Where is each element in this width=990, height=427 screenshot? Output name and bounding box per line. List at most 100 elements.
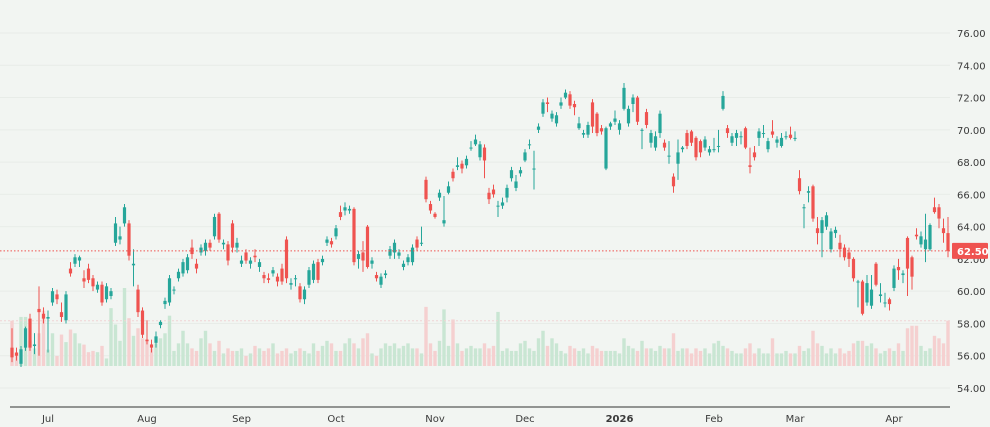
- candle-body: [577, 123, 581, 129]
- volume-bar: [59, 334, 64, 366]
- candle: [158, 320, 163, 329]
- time-axis[interactable]: Jul Aug Sep Oct Nov Dec 2026 Feb Mar Apr: [41, 414, 904, 425]
- candle-body: [797, 178, 802, 192]
- volume-bar: [500, 350, 505, 366]
- candle-body: [455, 165, 460, 167]
- candles: [10, 83, 950, 368]
- candle: [788, 126, 793, 140]
- volume-bar: [352, 343, 356, 366]
- candle: [473, 134, 478, 146]
- candle-body: [73, 257, 77, 264]
- volume-bar: [406, 343, 410, 366]
- price-axis[interactable]: 54.00 56.00 58.00 60.00 62.00 64.00 66.00 68.00…: [957, 29, 986, 395]
- y-tick-label: 62.00: [957, 255, 986, 266]
- candle-body: [253, 255, 257, 258]
- candle-body: [433, 213, 437, 217]
- candle-body: [217, 213, 221, 240]
- candle-body: [766, 141, 770, 150]
- volume-bar: [671, 333, 676, 366]
- volume-bar: [721, 345, 725, 366]
- candle: [491, 184, 496, 198]
- candle-body: [532, 168, 536, 170]
- volume-bar: [302, 350, 307, 366]
- candle: [685, 129, 689, 150]
- candle-body: [185, 257, 190, 271]
- candle: [896, 258, 901, 280]
- volume-bar: [667, 348, 671, 366]
- volume-bar: [811, 330, 815, 366]
- candle-body: [698, 141, 703, 153]
- candle: [509, 166, 514, 182]
- volume-bar: [604, 350, 608, 366]
- candle-body: [865, 283, 869, 303]
- volume-bar: [91, 350, 95, 366]
- candle: [347, 205, 352, 214]
- candle-body: [104, 286, 109, 300]
- candle-body: [401, 263, 406, 267]
- volume-bar: [865, 345, 869, 366]
- candle-body: [820, 220, 824, 234]
- candle-body: [685, 133, 689, 146]
- candle-body: [235, 242, 239, 248]
- candle: [199, 244, 203, 256]
- candle-body: [626, 108, 631, 124]
- volume-bar: [145, 340, 149, 366]
- volume-bar: [932, 335, 937, 366]
- volume-bar: [154, 343, 158, 366]
- candle-body: [77, 257, 82, 261]
- volume-bar: [217, 340, 221, 366]
- volume-bar: [617, 353, 622, 366]
- candle: [793, 131, 797, 142]
- candle: [167, 275, 172, 306]
- volume-bar: [298, 348, 302, 366]
- candle: [626, 105, 631, 127]
- volume-bar: [446, 345, 451, 366]
- candle: [221, 239, 226, 250]
- volume-bar: [194, 350, 199, 366]
- candle-body: [734, 133, 739, 138]
- candle-body: [68, 268, 73, 274]
- x-tick-label: Jul: [41, 414, 54, 425]
- candle-body: [37, 308, 41, 313]
- volume-bar: [253, 345, 257, 366]
- candle: [23, 326, 28, 351]
- candle: [905, 236, 910, 297]
- candle: [671, 173, 676, 193]
- candle: [532, 150, 536, 190]
- candle-body: [244, 252, 248, 261]
- volume-bar: [262, 350, 266, 366]
- candle-body: [802, 207, 806, 209]
- volume-bar: [158, 338, 163, 366]
- candle-body: [311, 263, 316, 280]
- volume-bar: [487, 348, 491, 366]
- volume-bar: [779, 353, 784, 366]
- volume-bar: [860, 340, 865, 366]
- candle: [518, 166, 523, 177]
- candle: [104, 283, 109, 303]
- volume-bar: [140, 338, 145, 366]
- candle: [140, 307, 145, 338]
- candle: [217, 212, 221, 243]
- candle-body: [622, 87, 626, 109]
- volume-bar: [775, 353, 779, 366]
- volume-bar: [869, 343, 874, 366]
- current-price-label: 62.50: [952, 242, 989, 259]
- candle: [419, 226, 424, 246]
- candle: [721, 91, 725, 111]
- candle: [577, 116, 581, 130]
- candle-body: [482, 147, 487, 161]
- volume-bar: [284, 348, 289, 366]
- candle-body: [154, 336, 158, 343]
- volume-bar: [442, 309, 446, 366]
- candle-body: [838, 242, 842, 250]
- candle: [631, 94, 635, 113]
- volume-bar: [694, 348, 698, 366]
- x-tick-label: Sep: [232, 414, 251, 425]
- volume-bar: [626, 345, 631, 366]
- volume-bar: [235, 350, 239, 366]
- candle: [707, 145, 712, 156]
- candle-body: [262, 275, 266, 279]
- volume-bar: [608, 350, 613, 366]
- volume-bar: [185, 343, 190, 366]
